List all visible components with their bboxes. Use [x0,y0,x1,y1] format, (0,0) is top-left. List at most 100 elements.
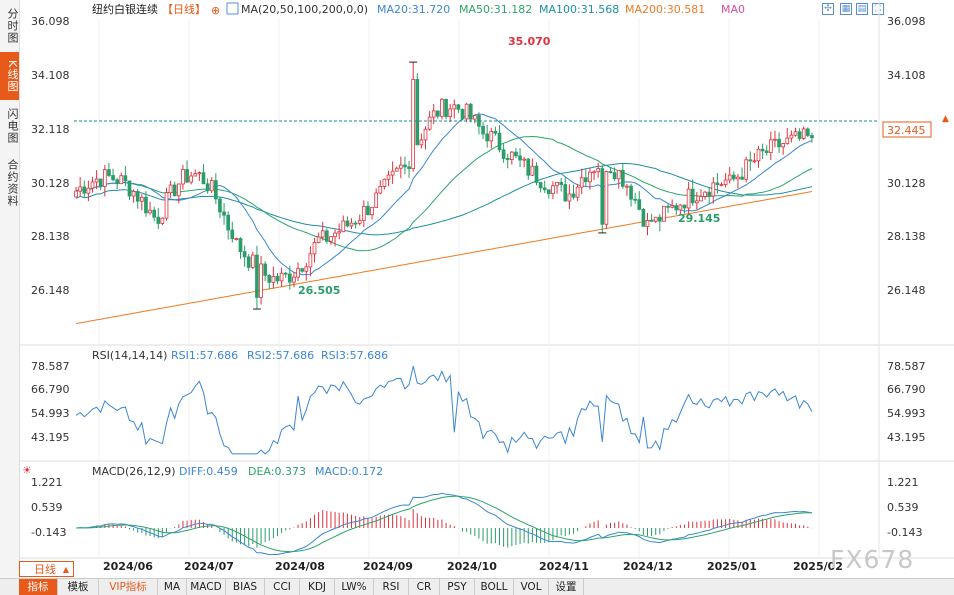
tab-timeshare[interactable]: 分时图 [6,8,19,44]
candle-body [563,184,568,202]
period-selector[interactable]: 日线 ▲ [19,561,74,577]
candle-body [793,131,798,136]
indicator-tab-template[interactable]: 模板 [58,579,99,595]
fullscreen-icon[interactable]: ⛶ [872,3,884,15]
rsi-axis-right-3: 43.195 [887,431,926,444]
add-indicator-icon[interactable]: ⊕ [211,4,220,17]
candle-body [616,169,621,180]
indicator-tab-bias[interactable]: BIAS [226,579,265,595]
candle-body [538,182,543,189]
kline-chart[interactable]: 纽约白银连续 【日线】 ⊕ MA(20,50,100,200,0,0) MA20… [19,0,954,578]
candle-body [193,173,198,177]
candle-body [764,150,769,153]
candle-body [111,175,115,181]
indicator-tab-macd[interactable]: MACD [187,579,226,595]
rsi-line [75,365,813,455]
candle-body [324,230,329,242]
x-axis-label-3: 2024/09 [363,560,413,573]
candle-body [740,176,744,180]
candle-body [271,275,276,283]
indicator-tab-kdj[interactable]: KDJ [300,579,335,595]
rsi-axis-left-2: 54.993 [31,407,70,420]
layout-icon[interactable]: ▤ [856,3,868,15]
indicator-tab-boll[interactable]: BOLL [475,579,514,595]
diff-value: DIFF:0.459 [179,465,238,478]
macd-axis-left-0: 1.221 [31,476,63,489]
candle-body [444,98,448,118]
candle-body [366,205,370,216]
candle-body [690,188,695,204]
indicator-tab-vip[interactable]: VIP指标 [99,579,158,595]
expand-icon[interactable]: ✣ [822,3,834,15]
indicator-tab-settings[interactable]: 设置 [549,579,584,595]
rsi-axis-right-2: 54.993 [887,407,926,420]
candle-body [374,192,379,208]
tab-contract-info[interactable]: 合约资料 [6,159,19,207]
candle-body [427,116,432,130]
candle-body [201,172,206,185]
candle-body [329,236,333,242]
price-axis-left-0: 36.098 [31,15,70,28]
candle-body [485,133,490,142]
candle-body [407,166,411,169]
low-annotation-2: 29.145 [678,212,720,225]
tab-lightning[interactable]: 闪电图 [6,108,19,144]
candle-body [296,268,300,278]
candle-body [559,181,564,185]
indicator-tab-main[interactable]: 指标 [19,579,58,595]
price-axis-left-1: 34.108 [31,69,70,82]
candle-body [440,98,444,117]
candles [74,61,814,310]
candle-body [575,186,580,198]
candle-body [551,185,555,195]
candle-body [518,155,522,161]
grid-icon[interactable]: ▦ [840,3,852,15]
x-axis-label-0: 2024/06 [103,560,153,573]
candle-body [308,253,313,268]
rsi-axis-left-1: 66.790 [31,383,70,396]
price-axis-left-5: 26.148 [31,284,70,297]
indicator-tab-psy[interactable]: PSY [440,579,475,595]
ma100-line [75,163,813,236]
macd-value: MACD:0.172 [315,465,383,478]
candle-body [773,138,777,141]
ma0-value: MA0 [721,3,745,16]
candle-body [719,184,724,186]
tab-kline[interactable]: K线图 [0,52,19,100]
candle-body [768,139,773,153]
candle-body [398,164,403,169]
indicator-tab-rsi[interactable]: RSI [374,579,409,595]
x-axis-label-7: 2025/01 [707,560,757,573]
price-axis-left-4: 28.138 [31,230,70,243]
rsi-label: RSI(14,14,14) [92,349,167,362]
candle-body [744,159,749,180]
indicator-icon[interactable] [226,2,239,15]
candle-body [785,137,790,144]
candle-body [522,158,527,161]
macd-settings-icon[interactable]: ☀ [22,464,32,477]
ma200-value: MA200:30.581 [625,3,705,16]
candle-body [662,205,666,222]
candle-body [98,178,103,187]
candle-body [160,217,165,224]
candle-body [756,148,761,162]
candle-body [107,169,111,176]
price-axis-left-3: 30.128 [31,177,70,190]
candle-body [386,174,391,180]
indicator-tab-ma[interactable]: MA [158,579,187,595]
high-annotation: 35.070 [508,35,551,48]
x-axis-label-2: 2024/08 [275,560,325,573]
indicator-tab-lw[interactable]: LW% [335,579,374,595]
candle-body [411,79,416,169]
indicator-tab-cr[interactable]: CR [409,579,440,595]
diff-line [76,492,812,556]
x-axis-label-1: 2024/07 [184,560,234,573]
current-price-arrow: ▲ [942,114,949,124]
dea-line [76,495,812,553]
price-axis-right-0: 36.098 [887,15,926,28]
indicator-tab-cci[interactable]: CCI [265,579,300,595]
indicator-tab-vol[interactable]: VOL [514,579,549,595]
ma-label: MA(20,50,100,200,0,0) [241,3,368,16]
candle-body [275,275,280,282]
candle-body [102,169,107,187]
